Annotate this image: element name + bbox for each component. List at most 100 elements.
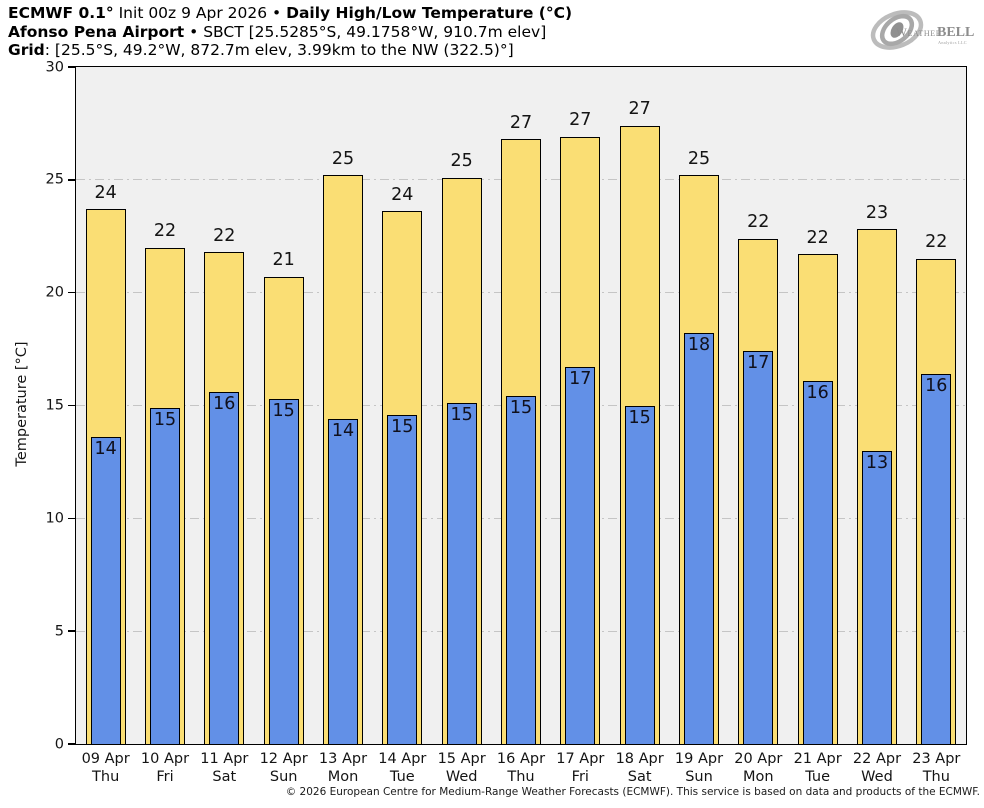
day-slot-11-apr: 22 16 <box>195 67 254 744</box>
title-grid-detail: : [25.5°S, 49.2°W, 872.7m elev, 3.99km t… <box>44 41 514 60</box>
high-value-label: 22 <box>806 227 829 248</box>
low-bar: 16 <box>802 380 833 744</box>
low-value-label: 15 <box>153 409 177 430</box>
low-value-label: 17 <box>747 353 770 374</box>
day-slot-16-apr: 27 15 <box>491 67 550 744</box>
high-value-label: 22 <box>925 232 948 253</box>
low-value-label: 16 <box>925 375 948 396</box>
y-tick-label-30: 30 <box>45 58 64 75</box>
high-value-label: 24 <box>391 184 414 205</box>
x-tick-date: 13 Apr <box>318 751 368 767</box>
y-tick-15 <box>68 404 75 407</box>
day-slot-15-apr: 25 15 <box>432 67 491 744</box>
x-tick-label: 17 Apr Fri <box>551 750 610 786</box>
y-tick-25 <box>68 179 75 181</box>
low-bar: 15 <box>268 398 299 744</box>
title-grid: Grid <box>8 41 45 60</box>
high-value-label: 27 <box>628 99 651 120</box>
low-bar: 15 <box>505 396 536 744</box>
high-value-label: 21 <box>272 250 295 271</box>
low-value-label: 16 <box>213 393 236 414</box>
title-init: Init 00z 9 Apr 2026 • <box>113 4 287 22</box>
x-tick-label: 19 Apr Sun <box>669 750 728 786</box>
high-value-label: 23 <box>865 202 889 223</box>
title-line-1: ECMWF 0.1° Init 00z 9 Apr 2026 • Daily H… <box>8 4 572 23</box>
y-tick-label-20: 20 <box>45 284 64 301</box>
y-tick-0 <box>68 743 75 745</box>
copyright-notice: © 2026 European Centre for Medium-Range … <box>285 786 980 798</box>
title-line-2: Afonso Pena Airport • SBCT [25.5285°S, 4… <box>8 23 572 42</box>
day-slot-21-apr: 22 16 <box>788 67 847 744</box>
y-tick-label-0: 0 <box>54 735 64 752</box>
low-value-label: 16 <box>806 382 829 403</box>
x-tick-label: 16 Apr Thu <box>491 750 550 786</box>
x-tick-weekday: Tue <box>805 769 831 785</box>
low-bar: 16 <box>921 373 952 744</box>
y-tick-label-10: 10 <box>45 510 64 527</box>
title-model: ECMWF 0.1° <box>8 4 114 22</box>
day-slot-09-apr: 24 14 <box>76 67 135 744</box>
x-tick-weekday: Wed <box>861 769 893 785</box>
x-tick-date: 21 Apr <box>793 751 842 767</box>
x-tick-date: 16 Apr <box>496 751 546 767</box>
day-slot-10-apr: 22 15 <box>135 67 194 744</box>
title-line-3: Grid: [25.5°S, 49.2°W, 872.7m elev, 3.99… <box>8 41 572 60</box>
x-tick-date: 20 Apr <box>734 751 783 767</box>
x-tick-weekday: Tue <box>389 769 415 785</box>
x-tick-label: 18 Apr Sat <box>610 750 669 786</box>
x-tick-label: 21 Apr Tue <box>788 750 847 786</box>
y-tick-label-5: 5 <box>54 622 64 639</box>
x-tick-label: 12 Apr Sun <box>254 750 313 786</box>
x-tick-weekday: Wed <box>445 769 478 785</box>
high-value-label: 27 <box>509 112 533 133</box>
high-value-label: 27 <box>569 110 592 131</box>
x-tick-date: 10 Apr <box>140 751 190 767</box>
low-bar: 15 <box>446 403 477 744</box>
x-tick-weekday: Thu <box>507 769 535 785</box>
x-tick-label: 10 Apr Fri <box>135 750 194 786</box>
x-tick-label: 14 Apr Tue <box>373 750 432 786</box>
low-value-label: 14 <box>331 421 355 442</box>
x-tick-label: 15 Apr Wed <box>432 750 491 786</box>
low-value-label: 15 <box>628 407 651 428</box>
low-bar: 13 <box>861 450 892 744</box>
x-tick-weekday: Sun <box>685 769 713 785</box>
x-tick-weekday: Sat <box>627 769 652 785</box>
low-value-label: 15 <box>391 416 414 437</box>
low-bar: 15 <box>624 405 655 744</box>
x-tick-date: 09 Apr <box>81 751 130 767</box>
x-axis-labels: 09 Apr Thu 10 Apr Fri 11 Apr Sat 12 Apr Sun 13 A… <box>76 750 966 790</box>
x-tick-date: 23 Apr <box>912 751 961 767</box>
weatherbell-logo: Weather BELL Analytics LLC <box>870 3 980 57</box>
x-tick-date: 22 Apr <box>852 751 902 767</box>
high-value-label: 24 <box>94 182 117 203</box>
plot-area: 0 5 10 15 20 25 30 24 14 22 15 22 16 21 15 25 14 24 15 25 15… <box>46 60 967 751</box>
low-value-label: 15 <box>450 405 473 426</box>
x-tick-date: 17 Apr <box>556 751 605 767</box>
low-bar: 15 <box>387 414 418 744</box>
y-axis-label: Temperature [°C] <box>14 341 30 467</box>
day-slot-23-apr: 22 16 <box>907 67 966 744</box>
y-tick-label-15: 15 <box>45 397 64 414</box>
y-tick-10 <box>68 517 75 520</box>
low-value-label: 13 <box>865 452 889 473</box>
x-tick-date: 19 Apr <box>674 751 724 767</box>
x-tick-label: 13 Apr Mon <box>313 750 372 786</box>
x-tick-date: 11 Apr <box>200 751 249 767</box>
low-bar: 14 <box>327 419 358 744</box>
low-bar: 17 <box>743 351 774 744</box>
x-tick-label: 22 Apr Wed <box>847 750 906 786</box>
high-value-label: 22 <box>747 212 770 233</box>
x-tick-weekday: Fri <box>571 769 589 785</box>
x-tick-weekday: Mon <box>327 769 359 785</box>
logo-subtitle-text: Analytics LLC <box>938 40 967 45</box>
y-tick-5 <box>68 630 75 632</box>
low-bar: 18 <box>683 333 714 744</box>
chart-header: ECMWF 0.1° Init 00z 9 Apr 2026 • Daily H… <box>8 4 572 60</box>
x-tick-weekday: Sun <box>269 769 298 785</box>
low-value-label: 15 <box>509 398 533 419</box>
high-value-label: 25 <box>331 148 355 169</box>
x-tick-date: 12 Apr <box>259 751 308 767</box>
x-tick-date: 18 Apr <box>615 751 664 767</box>
x-tick-weekday: Thu <box>922 769 950 785</box>
